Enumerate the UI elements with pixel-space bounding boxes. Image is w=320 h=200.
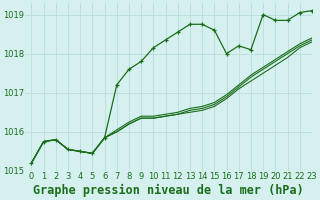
X-axis label: Graphe pression niveau de la mer (hPa): Graphe pression niveau de la mer (hPa) (33, 184, 304, 197)
